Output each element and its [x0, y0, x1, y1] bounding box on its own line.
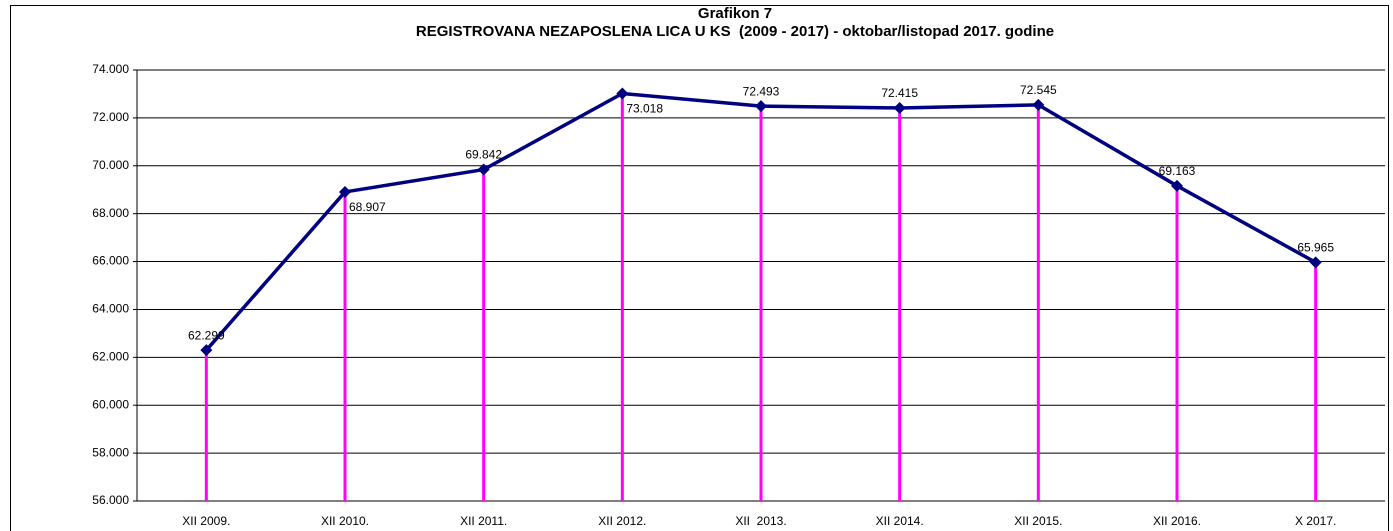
chart-frame	[10, 5, 1389, 531]
x-tick-label: XII 2016.	[1153, 514, 1201, 528]
x-tick-label: XII 2009.	[182, 514, 230, 528]
y-tick-label: 70.000	[92, 158, 129, 172]
chart-subtitle: REGISTROVANA NEZAPOSLENA LICA U KS (2009…	[416, 23, 1054, 40]
x-tick-label: XII 2011.	[460, 514, 507, 528]
data-label: 62.299	[188, 328, 225, 342]
data-point	[1309, 256, 1322, 269]
y-tick-label: 68.000	[92, 206, 129, 220]
y-tick-label: 58.000	[92, 445, 129, 459]
data-point	[477, 163, 490, 176]
data-label: 69.163	[1159, 164, 1196, 178]
x-tick-label: XII 2012.	[598, 514, 646, 528]
x-tick-label: XII 2013.	[735, 514, 786, 528]
y-tick-label: 62.000	[92, 350, 129, 364]
data-point	[200, 344, 213, 357]
data-label: 72.493	[743, 84, 780, 98]
y-tick-label: 64.000	[92, 302, 129, 316]
data-point	[755, 100, 767, 113]
x-tick-label: XII 2015.	[1014, 514, 1062, 528]
data-label: 72.545	[1020, 83, 1057, 97]
y-tick-label: 66.000	[92, 254, 129, 268]
y-tick-label: 74.000	[92, 62, 129, 76]
data-label: 73.018	[626, 102, 663, 116]
data-point	[1032, 98, 1045, 111]
y-tick-label: 60.000	[92, 397, 129, 411]
data-point	[616, 87, 629, 100]
y-tick-label: 56.000	[92, 493, 129, 507]
x-tick-label: XII 2014.	[876, 514, 924, 528]
data-label: 69.842	[465, 148, 502, 162]
data-point	[1171, 179, 1183, 192]
data-point	[893, 101, 906, 114]
data-label: 65.965	[1297, 241, 1334, 255]
data-label: 68.907	[349, 200, 386, 214]
chart-title: Grafikon 7	[698, 5, 772, 22]
data-label: 72.415	[881, 86, 918, 100]
x-tick-label: XII 2010.	[321, 514, 369, 528]
x-tick-label: X 2017.	[1295, 514, 1336, 528]
data-point	[339, 185, 351, 198]
y-tick-label: 72.000	[92, 110, 129, 124]
